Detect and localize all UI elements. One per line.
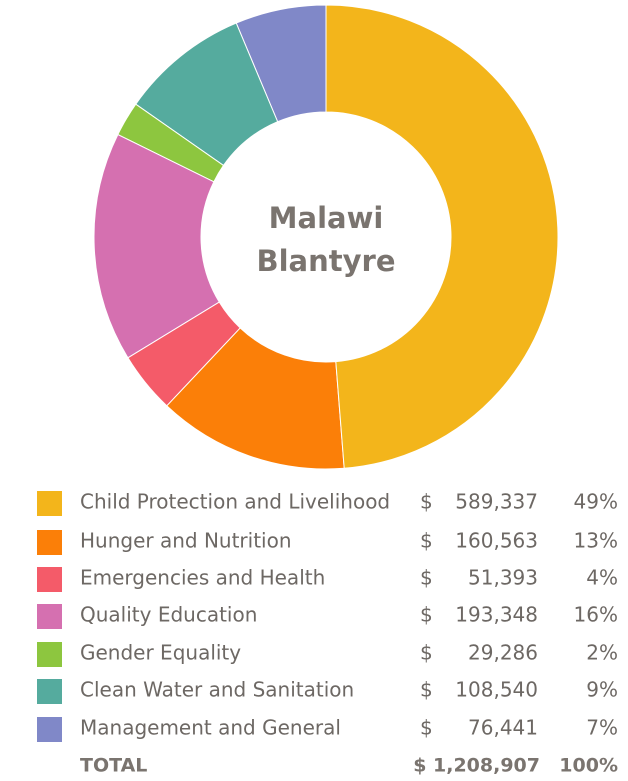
- center-label: Blantyre: [257, 244, 396, 278]
- currency: $: [420, 529, 433, 553]
- share: 13%: [574, 529, 618, 553]
- amount: 193,348: [455, 603, 538, 627]
- currency: $: [420, 603, 433, 627]
- center-label: Malawi: [269, 201, 384, 235]
- currency: $: [420, 490, 433, 514]
- total-label: TOTAL: [80, 755, 147, 777]
- legend-label: Child Protection and Livelihood: [80, 490, 390, 514]
- slice: [93, 133, 220, 359]
- share: 16%: [574, 603, 618, 627]
- currency: $: [420, 678, 433, 702]
- slice: [135, 22, 279, 167]
- slice: [325, 4, 559, 469]
- amount: 160,563: [455, 529, 538, 553]
- share: 9%: [586, 678, 618, 702]
- legend-swatch: [37, 679, 62, 704]
- share: 2%: [586, 641, 618, 665]
- legend-label: Emergencies and Health: [80, 566, 325, 590]
- total-share: 100%: [559, 755, 618, 777]
- legend-swatch: [37, 642, 62, 667]
- currency: $: [420, 641, 433, 665]
- slice: [117, 103, 225, 183]
- legend-swatch: [37, 567, 62, 592]
- legend-swatch: [37, 530, 62, 555]
- legend-swatch: [37, 491, 62, 516]
- amount: 51,393: [468, 566, 538, 590]
- slice: [127, 301, 241, 407]
- currency: $: [420, 716, 433, 740]
- amount: 108,540: [455, 678, 538, 702]
- legend-label: Quality Education: [80, 603, 257, 627]
- slice: [166, 327, 345, 470]
- currency: $: [420, 566, 433, 590]
- share: 49%: [574, 490, 618, 514]
- share: 4%: [586, 566, 618, 590]
- legend-label: Gender Equality: [80, 641, 241, 665]
- legend-label: Management and General: [80, 716, 341, 740]
- total-value: $ 1,208,907: [413, 755, 540, 777]
- legend-label: Clean Water and Sanitation: [80, 678, 354, 702]
- amount: 29,286: [468, 641, 538, 665]
- legend-swatch: [37, 717, 62, 742]
- amount: 76,441: [468, 716, 538, 740]
- share: 7%: [586, 716, 618, 740]
- legend-swatch: [37, 604, 62, 629]
- amount: 589,337: [455, 490, 538, 514]
- legend-label: Hunger and Nutrition: [80, 529, 292, 553]
